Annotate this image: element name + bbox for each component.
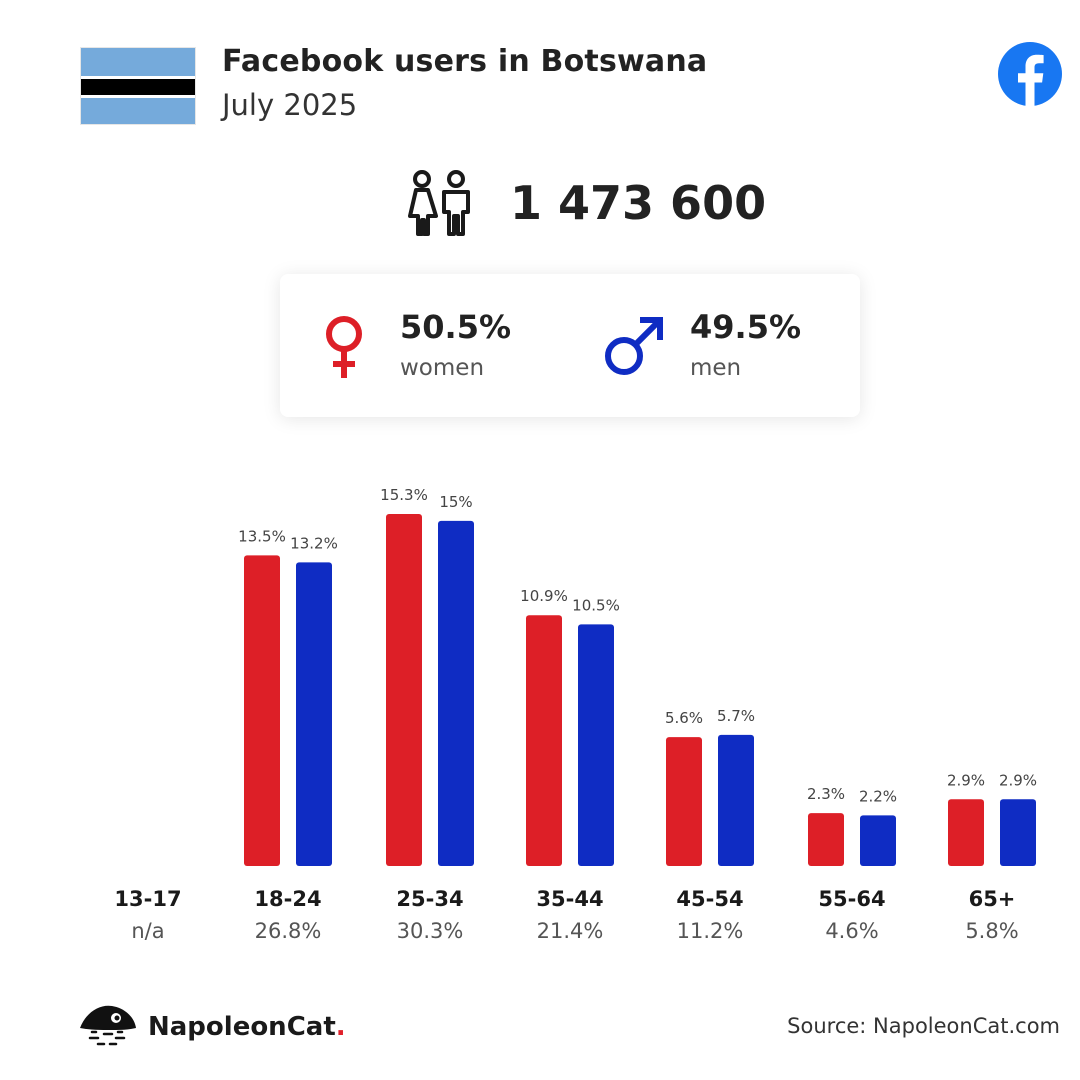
flag-stripe-bottom	[81, 98, 195, 124]
flag-stripe-top	[81, 48, 195, 76]
bar-men-25-34	[438, 520, 474, 866]
napoleoncat-cat-icon	[80, 1005, 136, 1046]
age-group-total-25-34: 30.3%	[397, 919, 464, 943]
men-label: men	[690, 355, 742, 381]
flag-white-line-bottom	[81, 95, 195, 98]
bar-women-45-54	[666, 737, 702, 866]
source-credit: Source: NapoleonCat.com	[787, 1014, 1060, 1038]
bar-label-women-35-44: 10.9%	[520, 587, 568, 605]
age-group-total-45-54: 11.2%	[677, 919, 744, 943]
bar-label-men-65+: 2.9%	[999, 771, 1037, 789]
bar-label-women-55-64: 2.3%	[807, 785, 845, 803]
brand-dot: .	[335, 1012, 346, 1042]
male-symbol-icon	[605, 317, 663, 375]
bar-men-55-64	[860, 815, 896, 866]
bar-men-65+	[1000, 799, 1036, 866]
users-icon	[408, 170, 470, 236]
bar-men-45-54	[718, 734, 754, 866]
flag-black-band	[81, 79, 195, 95]
page-subtitle: July 2025	[222, 88, 358, 122]
bar-label-women-45-54: 5.6%	[665, 709, 703, 727]
age-group-total-65+: 5.8%	[965, 919, 1018, 943]
men-percentage: 49.5%	[690, 308, 802, 346]
women-percentage: 50.5%	[400, 308, 512, 346]
age-group-label-65+: 65+	[969, 887, 1016, 911]
brand-text: NapoleonCat	[148, 1012, 336, 1042]
bar-label-men-25-34: 15%	[439, 493, 472, 511]
bar-men-18-24	[296, 562, 332, 866]
female-symbol-icon	[326, 316, 362, 378]
page-title: Facebook users in Botswana	[222, 44, 708, 79]
bar-label-women-25-34: 15.3%	[380, 486, 428, 504]
age-group-total-55-64: 4.6%	[825, 919, 878, 943]
age-group-total-13-17: n/a	[131, 919, 164, 943]
gender-split-card: 50.5% women 49.5% men	[280, 274, 860, 417]
age-group-total-35-44: 21.4%	[537, 919, 604, 943]
women-label: women	[400, 355, 485, 381]
bar-label-women-18-24: 13.5%	[238, 527, 286, 545]
botswana-flag	[80, 47, 196, 125]
bar-men-35-44	[578, 624, 614, 866]
total-users-row: 1 473 600	[404, 168, 766, 238]
age-group-label-25-34: 25-34	[396, 887, 463, 911]
bar-label-men-55-64: 2.2%	[859, 787, 897, 805]
flag-white-line-top	[81, 76, 195, 79]
brand-name: NapoleonCat.	[148, 1012, 346, 1042]
age-group-total-18-24: 26.8%	[255, 919, 322, 943]
age-group-label-13-17: 13-17	[114, 887, 181, 911]
bar-women-35-44	[526, 615, 562, 866]
bar-label-men-18-24: 13.2%	[290, 534, 338, 552]
age-group-label-35-44: 35-44	[536, 887, 603, 911]
napoleoncat-logo: NapoleonCat.	[78, 1000, 346, 1054]
age-group-label-45-54: 45-54	[676, 887, 743, 911]
total-users-value: 1 473 600	[510, 176, 767, 230]
age-group-label-55-64: 55-64	[818, 887, 885, 911]
bar-label-men-35-44: 10.5%	[572, 596, 620, 614]
bar-label-women-65+: 2.9%	[947, 771, 985, 789]
age-group-label-18-24: 18-24	[254, 887, 321, 911]
bar-women-25-34	[386, 514, 422, 866]
bar-women-65+	[948, 799, 984, 866]
bar-women-18-24	[244, 555, 280, 866]
bar-label-men-45-54: 5.7%	[717, 707, 755, 725]
facebook-icon	[998, 42, 1062, 106]
bar-women-55-64	[808, 813, 844, 866]
